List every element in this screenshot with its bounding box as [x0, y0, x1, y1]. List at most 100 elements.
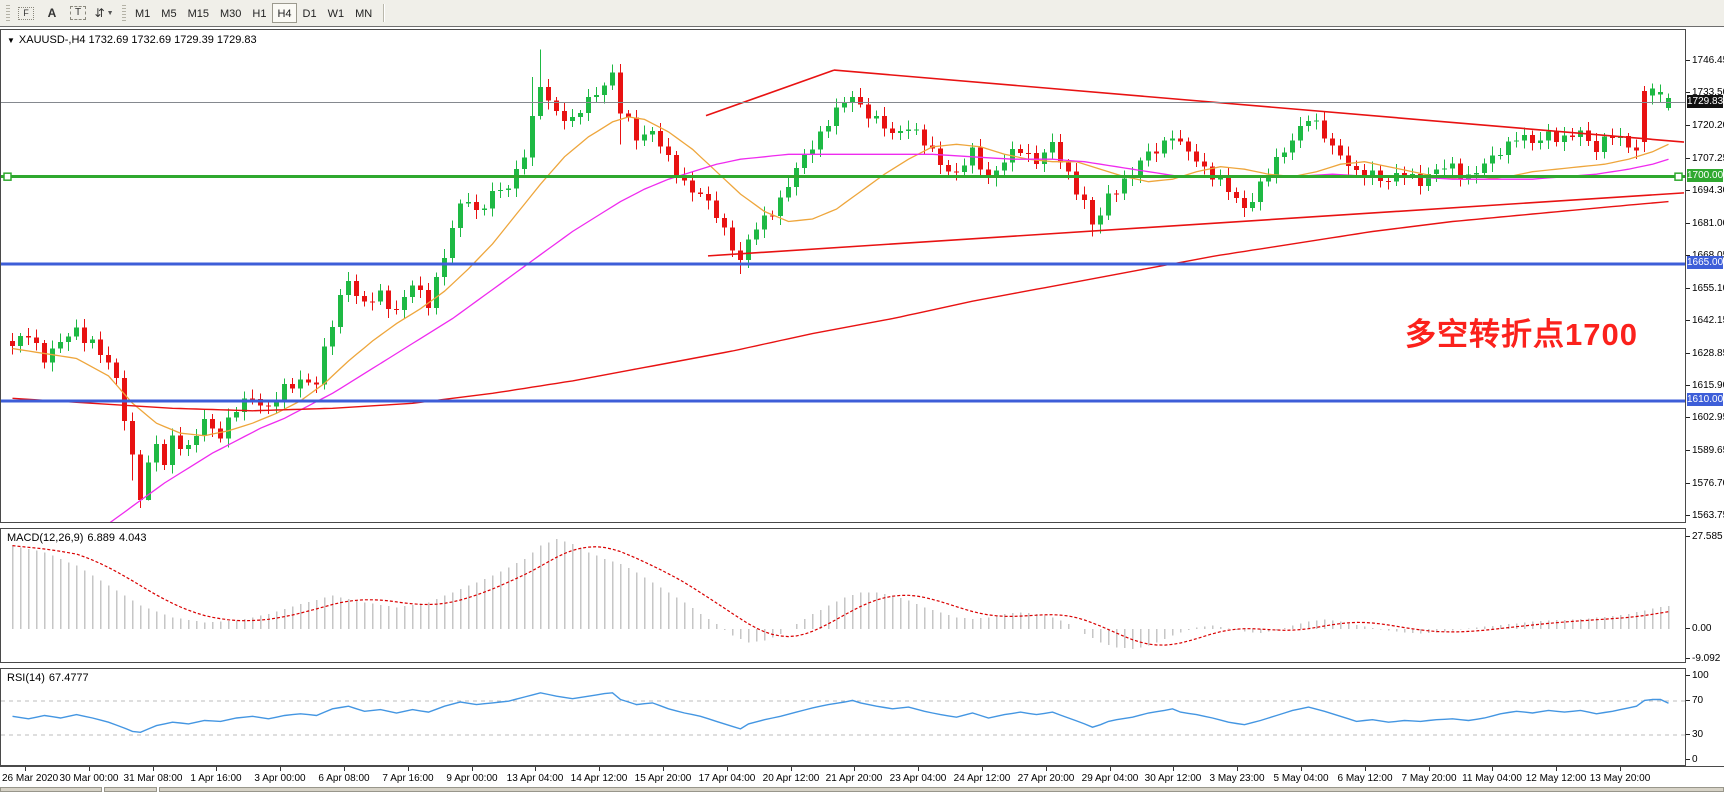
candle — [1306, 115, 1311, 132]
ohlc-low: 1729.39 — [174, 34, 214, 46]
candle — [826, 119, 831, 139]
price-tick-label: 1681.00 — [1692, 218, 1724, 229]
candle — [634, 109, 639, 150]
candle — [1546, 124, 1551, 150]
timeframe-button-d1[interactable]: D1 — [302, 8, 317, 20]
timeframe-button-mn[interactable]: MN — [355, 8, 373, 20]
price-tick-label: 1576.70 — [1692, 478, 1724, 489]
pane-splitter[interactable] — [0, 663, 1686, 668]
candle — [26, 328, 31, 345]
candle — [322, 337, 327, 390]
macd-pane[interactable]: MACD(12,26,9) 6.889 4.043 — [0, 528, 1686, 663]
candle — [794, 162, 799, 196]
candle — [626, 109, 631, 122]
date-label: 15 Apr 20:00 — [634, 773, 692, 784]
bottom-tab-segment-2[interactable] — [159, 787, 1724, 792]
main-chart-canvas — [1, 49, 1685, 522]
candle — [786, 177, 791, 202]
date-label: 20 Apr 12:00 — [762, 773, 820, 784]
main-chart-pane[interactable]: ▼ XAUUSD-,H4 1732.69 1732.69 1729.39 1729.83 … — [0, 29, 1686, 523]
date-label: 13 May 20:00 — [1589, 773, 1651, 784]
candle — [1538, 131, 1543, 150]
candle — [834, 98, 839, 135]
timeframe-button-m1[interactable]: M1 — [135, 8, 151, 20]
annotation-text: 多空转折点1700 — [1405, 317, 1638, 352]
date-label: 6 Apr 08:00 — [318, 773, 370, 784]
candle — [578, 110, 583, 125]
candle — [1394, 163, 1399, 187]
candle — [1482, 158, 1487, 177]
candle — [1290, 133, 1295, 160]
text-annotation-icon[interactable]: A — [40, 3, 64, 23]
symbol-dropdown-icon[interactable]: ▼ — [7, 36, 15, 45]
ohlc-high: 1732.69 — [131, 34, 172, 46]
date-label: 30 Apr 12:00 — [1144, 773, 1202, 784]
trendline-ascending[interactable] — [707, 192, 1685, 257]
candle — [706, 186, 711, 210]
rsi-pane[interactable]: RSI(14) 67.4777 — [0, 668, 1686, 766]
bottom-tab-segment-1[interactable] — [104, 787, 157, 792]
date-tick-mark — [1301, 767, 1302, 771]
rsi-tick-mark — [1686, 734, 1690, 735]
text-annotation-icon-glyph: A — [47, 6, 57, 20]
arrow-objects-icon[interactable]: ⇵ ▼ — [92, 3, 116, 23]
macd-tick-mark — [1686, 536, 1690, 537]
price-badge-1665-00: 1665.00 — [1687, 256, 1724, 269]
ma-slow-red — [12, 200, 1669, 412]
rsi-tick-mark — [1686, 675, 1690, 676]
trendline-descending[interactable] — [833, 69, 1685, 143]
line-handle[interactable] — [1674, 172, 1683, 181]
date-tick-mark — [599, 767, 600, 771]
candle — [1594, 133, 1599, 161]
pane-splitter[interactable] — [0, 523, 1686, 528]
candle — [1370, 161, 1375, 186]
timeframe-button-h1[interactable]: H1 — [252, 8, 267, 20]
ohlc-close: 1729.83 — [216, 34, 257, 46]
chart-template-icon[interactable]: F — [14, 3, 38, 23]
timeframe-button-w1[interactable]: W1 — [327, 8, 345, 20]
candle — [402, 289, 407, 319]
candle — [554, 97, 559, 116]
candle — [610, 64, 615, 90]
candle — [1074, 163, 1079, 200]
macd-axis[interactable]: 27.585 0.00 -9.092 — [1686, 528, 1724, 663]
rsi-axis[interactable]: 100 70 30 0 — [1686, 668, 1724, 766]
price-tick-mark — [1686, 125, 1690, 126]
bottom-tab-segment-0[interactable] — [0, 787, 102, 792]
timeframe-button-m5[interactable]: M5 — [161, 8, 177, 20]
text-label-icon[interactable]: T — [66, 3, 90, 23]
timeframe-button-h4[interactable]: H4 — [272, 3, 297, 23]
candle — [1106, 185, 1111, 221]
macd-signal-line — [12, 545, 1669, 646]
candle — [1570, 127, 1575, 141]
candle — [1442, 159, 1447, 177]
candle — [506, 184, 511, 198]
rsi-tick-label: 70 — [1692, 695, 1704, 706]
candle — [1490, 146, 1495, 173]
trendline-left[interactable] — [705, 69, 835, 117]
date-label: 3 May 23:00 — [1209, 773, 1265, 784]
candle — [1498, 147, 1503, 160]
timeframe-button-m15[interactable]: M15 — [187, 8, 209, 20]
candle — [1178, 129, 1183, 145]
price-badge-1610-00: 1610.00 — [1687, 393, 1724, 406]
date-tick-mark — [1365, 767, 1366, 771]
time-axis[interactable]: 26 Mar 2020 30 Mar 00:00 31 Mar 08:00 1 Apr… — [0, 766, 1724, 788]
candle — [522, 149, 527, 175]
drawing-tools-group: F A T ⇵ ▼ — [14, 3, 118, 23]
candle — [1434, 164, 1439, 183]
chart-symbol-line: ▼ XAUUSD-,H4 1732.69 1732.69 1729.39 1729.83 — [7, 34, 260, 46]
candle — [986, 162, 991, 185]
candle — [714, 191, 719, 223]
timeframe-button-m30[interactable]: M30 — [219, 8, 242, 20]
candle — [1090, 197, 1095, 237]
price-axis[interactable]: 1746.45 1733.50 1720.20 1707.25 1694.30 1681.… — [1686, 29, 1724, 523]
candle — [1098, 207, 1103, 234]
date-tick-mark — [1237, 767, 1238, 771]
price-tick-label: 1668.05 — [1692, 250, 1724, 261]
line-handle[interactable] — [3, 172, 12, 181]
rsi-tick-label: 30 — [1692, 729, 1704, 740]
candle — [1522, 127, 1527, 149]
candle — [1162, 136, 1167, 158]
dropdown-caret-icon[interactable]: ▼ — [106, 9, 114, 17]
